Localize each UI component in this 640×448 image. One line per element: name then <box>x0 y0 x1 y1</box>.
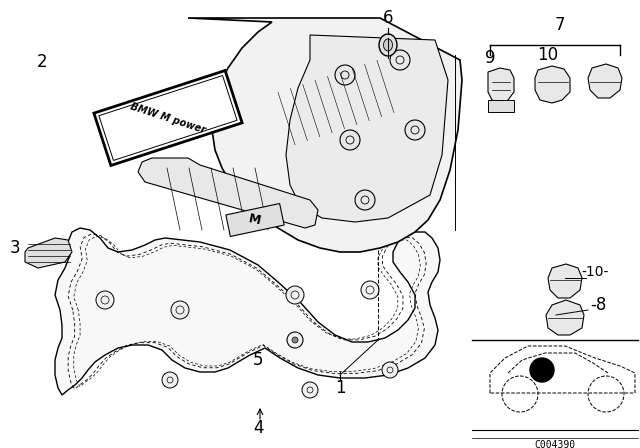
Circle shape <box>162 372 178 388</box>
Circle shape <box>292 337 298 343</box>
Circle shape <box>286 286 304 304</box>
Circle shape <box>355 190 375 210</box>
Polygon shape <box>588 64 622 98</box>
Text: 2: 2 <box>36 53 47 71</box>
Text: 1: 1 <box>335 379 346 397</box>
Ellipse shape <box>383 39 392 51</box>
Text: 9: 9 <box>484 49 495 67</box>
Circle shape <box>530 358 554 382</box>
Text: BMW M power: BMW M power <box>129 101 207 135</box>
Polygon shape <box>188 18 462 252</box>
Text: 6: 6 <box>383 9 393 27</box>
Text: 5: 5 <box>253 351 263 369</box>
Text: 7: 7 <box>555 16 565 34</box>
Polygon shape <box>488 68 514 104</box>
Circle shape <box>96 291 114 309</box>
Circle shape <box>340 130 360 150</box>
Circle shape <box>302 382 318 398</box>
Polygon shape <box>55 228 440 395</box>
Polygon shape <box>138 158 318 228</box>
Text: 3: 3 <box>10 239 20 257</box>
Text: 4: 4 <box>253 419 263 437</box>
Text: -10-: -10- <box>581 265 609 279</box>
Polygon shape <box>490 346 635 393</box>
Polygon shape <box>286 35 448 222</box>
Polygon shape <box>94 70 242 165</box>
Polygon shape <box>546 300 584 335</box>
Text: C004390: C004390 <box>534 440 575 448</box>
Polygon shape <box>535 66 570 103</box>
Circle shape <box>287 332 303 348</box>
Circle shape <box>335 65 355 85</box>
Circle shape <box>390 50 410 70</box>
Text: M: M <box>248 212 262 228</box>
Circle shape <box>382 362 398 378</box>
Polygon shape <box>25 238 72 268</box>
Circle shape <box>361 281 379 299</box>
Text: 10: 10 <box>538 46 559 64</box>
Text: -8: -8 <box>590 296 606 314</box>
Circle shape <box>171 301 189 319</box>
Polygon shape <box>548 264 582 298</box>
Polygon shape <box>488 100 514 112</box>
Circle shape <box>405 120 425 140</box>
Polygon shape <box>226 203 284 237</box>
Ellipse shape <box>379 34 397 56</box>
